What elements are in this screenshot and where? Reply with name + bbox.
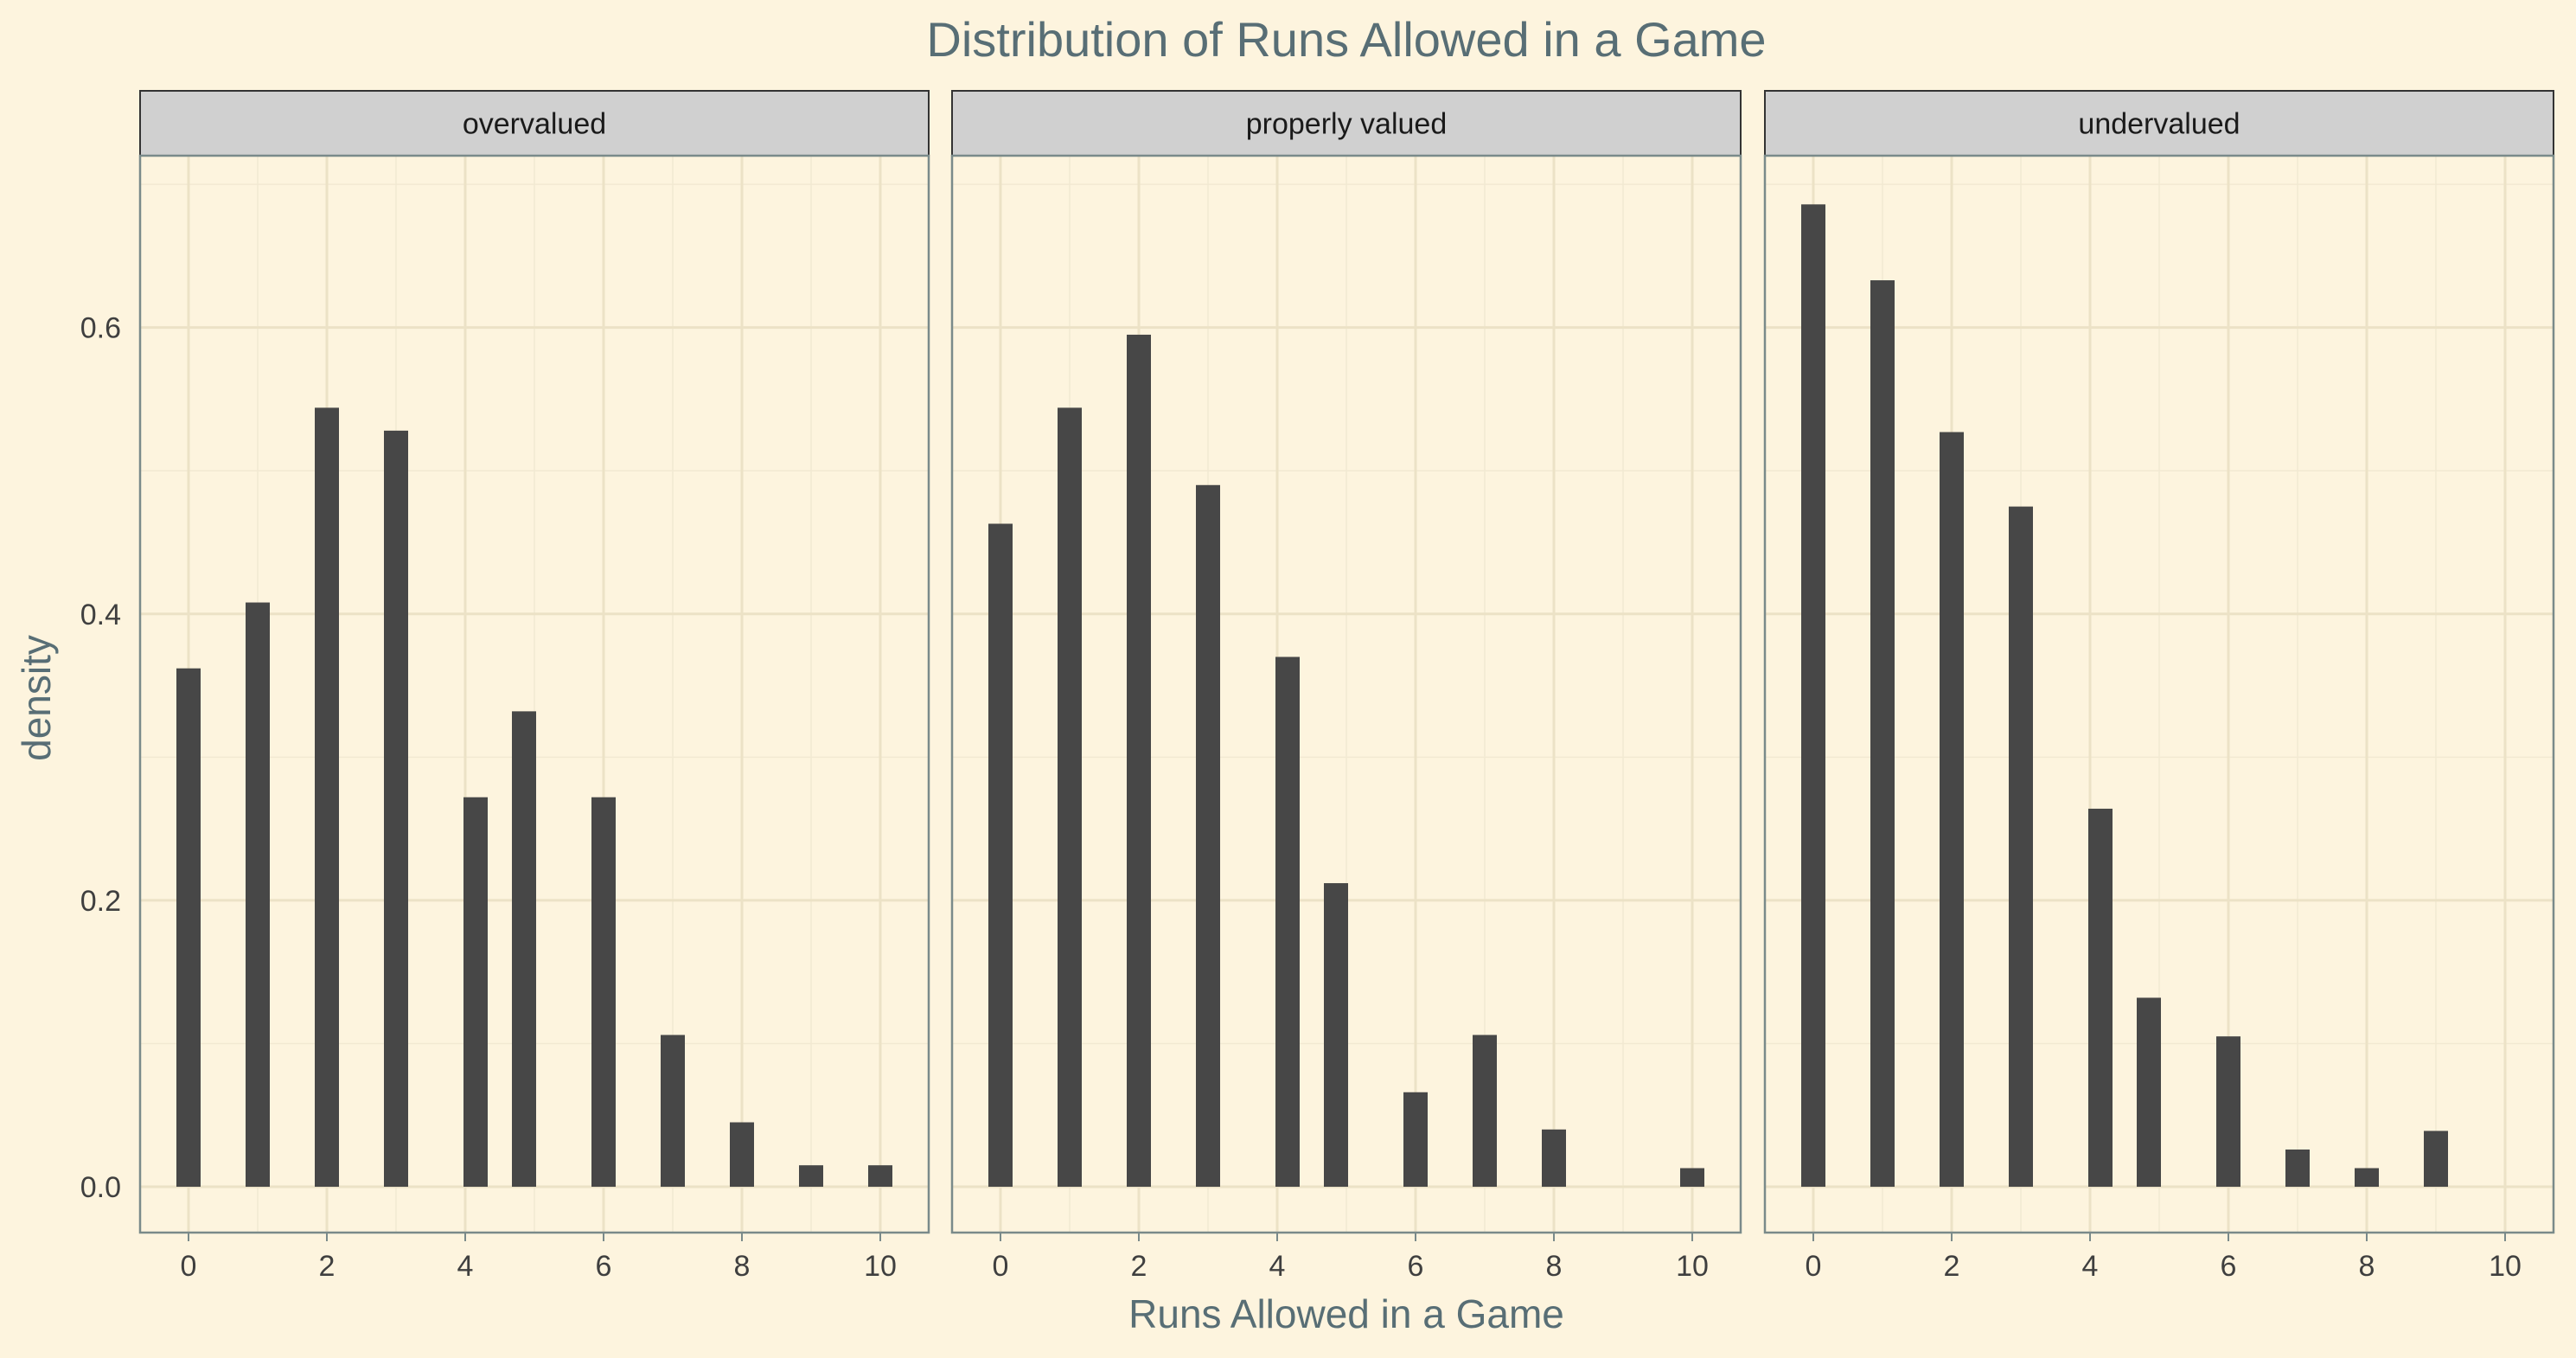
bar (512, 711, 536, 1188)
bar (2088, 808, 2113, 1188)
bar (988, 523, 1013, 1188)
bar (1403, 1092, 1428, 1188)
x-tick-label: 0 (1806, 1250, 1822, 1283)
panel-border (138, 154, 930, 1234)
facet-panel-undervalued: undervalued 0 2 4 6 8 10 (1763, 90, 2555, 1283)
x-tick-label: 10 (1676, 1250, 1709, 1283)
x-tick-label: 8 (734, 1250, 751, 1283)
bar (2285, 1149, 2310, 1188)
bar (2137, 997, 2161, 1188)
x-tick-label: 2 (1131, 1250, 1147, 1283)
x-tick-label: 2 (319, 1250, 336, 1283)
bar (2355, 1168, 2379, 1188)
x-tick-label: 10 (864, 1250, 897, 1283)
chart-title: Distribution of Runs Allowed in a Game (926, 12, 1766, 67)
bar (315, 407, 339, 1188)
x-tick-label: 0 (993, 1250, 1009, 1283)
bar (1275, 657, 1300, 1188)
bar (1870, 280, 1895, 1188)
facet-strip-label: undervalued (2078, 108, 2240, 141)
bar (2216, 1036, 2240, 1188)
bar (1680, 1168, 1704, 1188)
y-tick-label: 0.6 (80, 312, 121, 345)
facet-strip-label: properly valued (1246, 108, 1447, 141)
facet-strip-label: overvalued (463, 108, 606, 141)
x-tick-label: 4 (2082, 1250, 2099, 1283)
facet-strip (1764, 90, 2554, 157)
bar (1940, 432, 1964, 1188)
x-tick-label: 2 (1944, 1250, 1960, 1283)
y-axis-title: density (14, 635, 59, 761)
x-tick-label: 0 (181, 1250, 197, 1283)
bar (591, 797, 616, 1188)
x-tick-label: 6 (1408, 1250, 1424, 1283)
bar (384, 430, 408, 1188)
bar (1127, 334, 1151, 1188)
x-tick-label: 6 (2221, 1250, 2237, 1283)
y-tick-label: 0.0 (80, 1171, 121, 1204)
bar (246, 602, 270, 1188)
y-axis-tick-labels: 0.0 0.2 0.4 0.6 (80, 312, 121, 1204)
x-tick-label: 4 (457, 1250, 474, 1283)
bar (1324, 883, 1348, 1188)
x-tick-label: 10 (2489, 1250, 2522, 1283)
bar (799, 1165, 823, 1188)
x-tick-label: 8 (2359, 1250, 2375, 1283)
bar (730, 1122, 754, 1188)
facet-panel-overvalued: overvalued 0 2 4 6 8 10 (138, 90, 930, 1283)
x-tick-label: 8 (1546, 1250, 1563, 1283)
bar (463, 797, 488, 1188)
facet-panel-properly-valued: properly valued 0 2 4 6 8 10 (950, 90, 1742, 1283)
bar (2009, 506, 2033, 1188)
x-axis-title: Runs Allowed in a Game (1128, 1291, 1564, 1336)
bar (176, 668, 201, 1188)
bar (2424, 1131, 2448, 1188)
y-tick-label: 0.2 (80, 885, 121, 918)
panel-border (950, 154, 1742, 1234)
bar (1196, 484, 1220, 1188)
panel-border (1763, 154, 2555, 1234)
bar (1473, 1035, 1497, 1188)
bar (868, 1165, 892, 1188)
facet-strip (139, 90, 930, 157)
y-tick-label: 0.4 (80, 599, 121, 631)
bar (1542, 1129, 1566, 1188)
bar (1058, 407, 1082, 1188)
bar (1801, 204, 1825, 1188)
x-tick-label: 4 (1269, 1250, 1286, 1283)
bar (661, 1035, 685, 1188)
x-tick-label: 6 (596, 1250, 612, 1283)
